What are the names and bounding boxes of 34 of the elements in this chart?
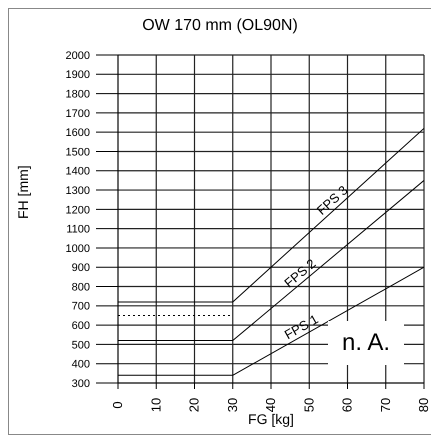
y-tick-label: 1600 [66,127,90,140]
y-tick-label: 1500 [66,146,90,158]
x-tick-label: 10 [148,398,164,412]
annotation: n. A. [328,321,404,365]
x-tick-label: 50 [301,398,316,412]
text: FPS 2 [281,256,319,291]
y-tick-label: 1000 [66,242,90,255]
y-tick-label: 700 [72,300,90,313]
y-tick-label: 1700 [66,108,90,120]
x-tick-label: 0 [110,401,125,409]
y-tick-label: 900 [72,262,90,274]
y-tick-label: 1100 [66,224,90,236]
y-tick-label: 400 [72,358,90,371]
y-tick-label: 1800 [66,88,90,100]
y-tick-label: 600 [72,320,90,332]
x-axis-title: FG [kg] [248,411,294,427]
x-tick-label: 60 [340,398,354,412]
y-tick-label: 500 [72,339,90,352]
y-tick-label: 2000 [66,50,90,62]
y-axis-title: FH [mm] [14,165,31,219]
y-tick-label: 1300 [66,184,90,197]
text: FPS 3 [314,182,351,218]
x-tick-label: 40 [263,398,278,412]
y-tick-label: 300 [72,378,90,390]
x-tick-label: 30 [224,398,240,412]
x-tick-label: 80 [416,398,431,412]
x-tick-label: 70 [378,398,393,412]
chart-title: OW 170 mm (OL90N) [141,17,299,35]
y-tick-label: 1900 [66,69,90,82]
text: FPS 1 [282,311,321,342]
x-tick-label: 20 [186,398,202,412]
y-tick-label: 1400 [66,166,90,178]
y-tick-label: 1200 [66,204,90,216]
y-tick-label: 800 [72,281,90,294]
